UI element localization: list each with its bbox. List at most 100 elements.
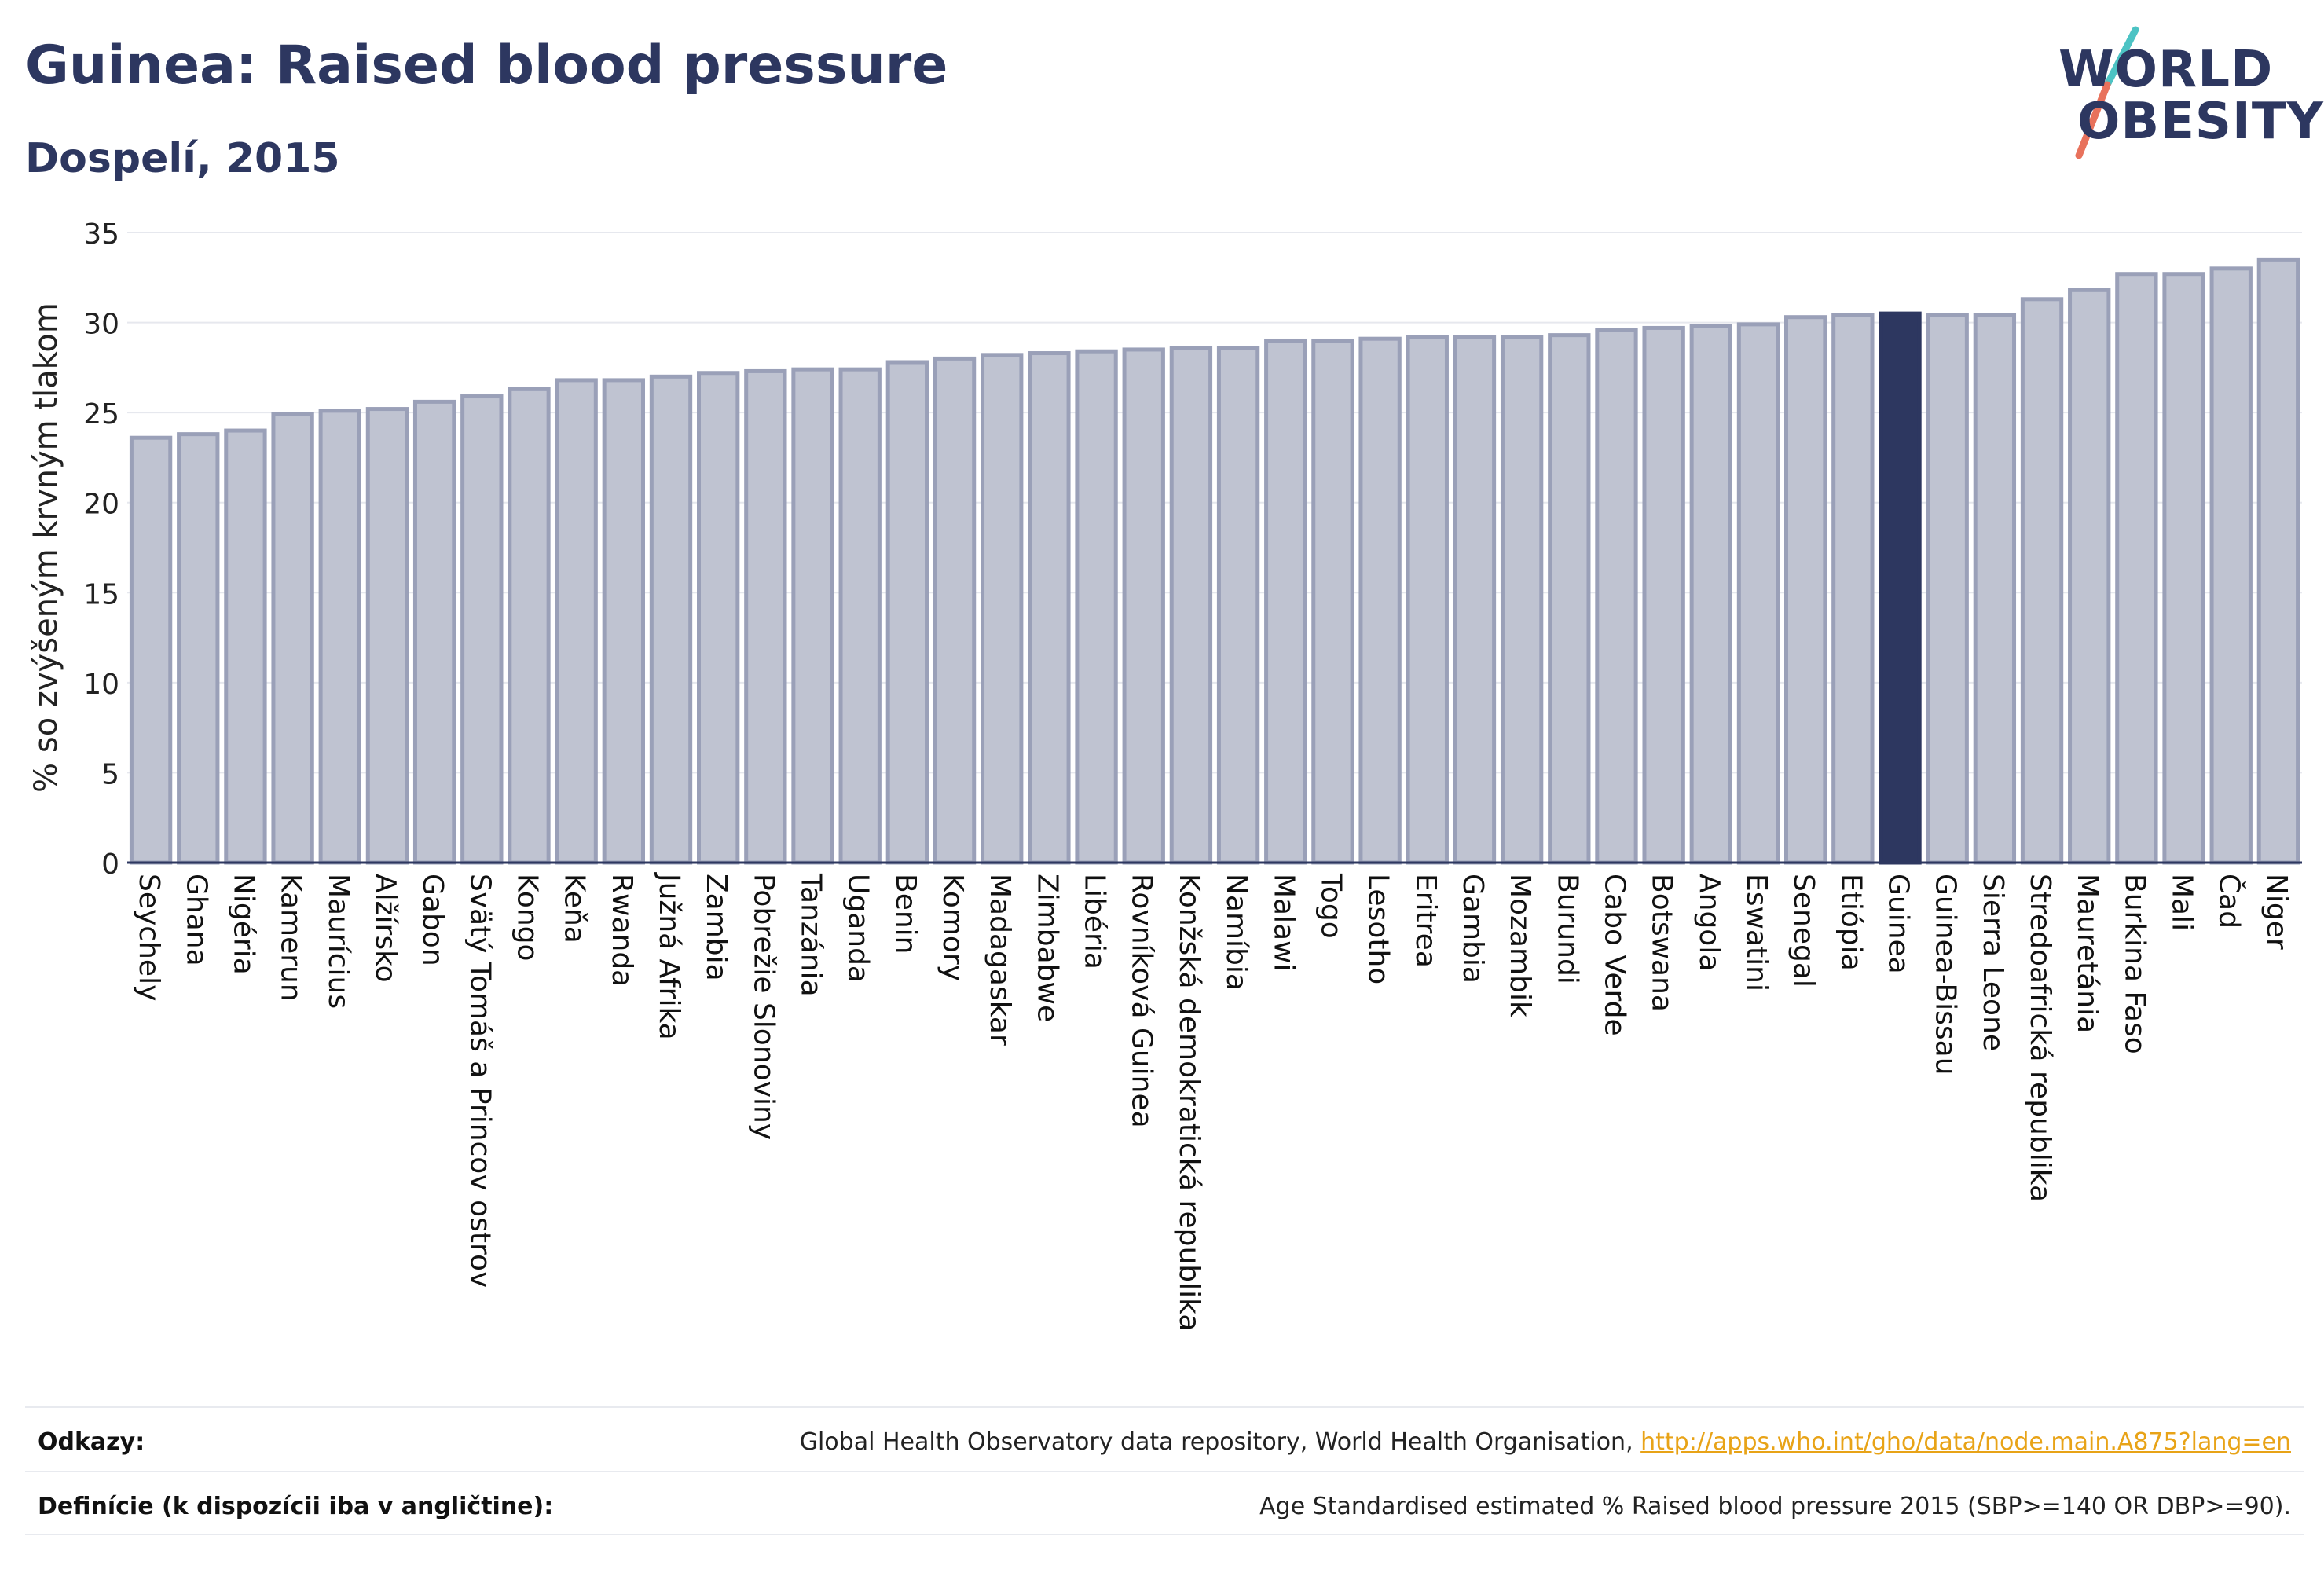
bar <box>933 356 977 865</box>
bar <box>1926 313 1969 865</box>
x-tick-label: Namíbia <box>1220 874 1252 991</box>
x-tick-label: Burkina Faso <box>2118 874 2150 1054</box>
y-tick-label: 15 <box>83 578 119 610</box>
chart-title: Guinea: Raised blood pressure <box>25 35 948 97</box>
x-tick-label: Seychely <box>133 874 165 1001</box>
x-tick-label: Niger <box>2260 874 2293 950</box>
x-tick-label: Kamerun <box>275 874 307 1002</box>
x-tick-label: Stredoafrická republika <box>2024 874 2056 1202</box>
x-tick-label: Angola <box>1693 874 1725 971</box>
x-tick-label: Gambia <box>1457 874 1489 984</box>
x-tick-label: Čad <box>2213 874 2246 929</box>
bar <box>2209 266 2253 865</box>
x-tick-label: Eritrea <box>1409 874 1442 968</box>
bar <box>2068 288 2111 865</box>
bar <box>365 407 409 865</box>
bar <box>1736 322 1780 865</box>
sources-link[interactable]: http://apps.who.int/gho/data/node.main.A… <box>1640 1428 2291 1456</box>
bar <box>1216 346 1260 865</box>
x-tick-label: Keňa <box>559 874 591 944</box>
x-tick-label: Libéria <box>1079 874 1111 969</box>
bar <box>1973 313 2017 865</box>
bar <box>2115 272 2158 865</box>
bar <box>1122 347 1165 865</box>
x-tick-label: Maurícius <box>322 874 354 1009</box>
x-tick-label: Svätý Tomáš a Princov ostrov <box>464 874 496 1288</box>
x-tick-label: Pobrežie Slonoviny <box>747 874 779 1140</box>
x-tick-label: Uganda <box>842 874 874 983</box>
logo-slash-icon <box>2075 26 2139 159</box>
sources-text: Global Health Observatory data repositor… <box>799 1428 1641 1456</box>
bar <box>1311 338 1354 865</box>
x-tick-label: Madagaskar <box>984 874 1016 1046</box>
bar <box>1028 351 1071 865</box>
x-tick-label: Južná Afrika <box>653 872 685 1040</box>
bar <box>1548 333 1591 865</box>
bar <box>271 412 314 865</box>
bar <box>838 367 882 865</box>
x-tick-label: Botswana <box>1646 874 1678 1012</box>
x-tick-label: Sierra Leone <box>1977 874 2009 1051</box>
x-tick-label: Nigéria <box>227 874 259 975</box>
x-tick-label: Lesotho <box>1362 874 1395 984</box>
x-tick-label: Rovníková Guinea <box>1126 874 1158 1128</box>
bar-highlighted <box>1879 311 1922 865</box>
y-tick-label: 35 <box>83 218 119 251</box>
x-tick-label: Mauretánia <box>2071 874 2103 1033</box>
bar <box>555 378 598 865</box>
sources-label: Odkazy: <box>38 1428 145 1456</box>
bar <box>508 387 551 865</box>
x-tick-label: Guinea-Bissau <box>1930 874 1962 1076</box>
bar <box>177 432 220 865</box>
x-tick-label: Zimbabwe <box>1031 874 1063 1022</box>
x-tick-label: Konžská demokratická republika <box>1173 874 1205 1331</box>
x-tick-label: Mali <box>2166 874 2198 931</box>
y-axis-label: % so zvýšeným krvným tlakom <box>28 302 64 793</box>
x-tick-label: Togo <box>1314 873 1347 939</box>
x-tick-label: Senegal <box>1787 874 1820 988</box>
bar <box>1358 336 1402 865</box>
definitions-value: Age Standardised estimated % Raised bloo… <box>1259 1493 2291 1520</box>
bar <box>2162 272 2205 865</box>
sources-value: Global Health Observatory data repositor… <box>800 1428 2291 1456</box>
bar <box>224 428 267 865</box>
x-tick-label: Eswatini <box>1740 874 1772 991</box>
bar <box>2020 297 2064 865</box>
x-tick-label: Burundi <box>1551 874 1583 984</box>
x-tick-label: Malawi <box>1267 874 1299 972</box>
x-tick-label: Ghana <box>180 874 212 966</box>
x-tick-label: Etiópia <box>1835 874 1867 971</box>
sources-row: Odkazy: Global Health Observatory data r… <box>25 1406 2304 1471</box>
bar <box>129 435 173 865</box>
bar <box>602 378 645 865</box>
bar <box>1075 349 1118 865</box>
y-tick-label: 25 <box>83 398 119 431</box>
x-tick-label: Tanzánia <box>795 873 827 997</box>
x-tick-label: Komory <box>937 874 969 981</box>
bar <box>981 353 1024 865</box>
bar <box>318 409 361 865</box>
bar <box>649 374 693 865</box>
definitions-label: Definície (k dispozícii iba v angličtine… <box>38 1493 554 1520</box>
x-tick-label: Zambia <box>700 874 732 981</box>
x-tick-label: Guinea <box>1882 874 1915 974</box>
bar <box>412 399 456 865</box>
logo-text-obesity: OBESITY <box>2077 93 2324 151</box>
definitions-row: Definície (k dispozícii iba v angličtine… <box>25 1471 2304 1535</box>
x-tick-label: Cabo Verde <box>1598 874 1630 1036</box>
world-obesity-logo: WORLD OBESITY <box>2043 24 2323 165</box>
y-tick-label: 10 <box>83 669 119 701</box>
bar <box>1264 338 1307 865</box>
y-tick-label: 5 <box>101 758 119 790</box>
bar <box>744 368 787 865</box>
bar <box>1453 335 1497 865</box>
bar <box>1500 335 1544 865</box>
y-tick-label: 20 <box>83 489 119 521</box>
x-tick-label: Kongo <box>511 874 543 962</box>
x-tick-label: Mozambik <box>1504 874 1536 1017</box>
bar <box>460 394 504 865</box>
bar <box>1642 325 1685 865</box>
bar <box>885 360 929 865</box>
x-tick-label: Gabon <box>416 874 449 966</box>
bar <box>1169 346 1213 865</box>
